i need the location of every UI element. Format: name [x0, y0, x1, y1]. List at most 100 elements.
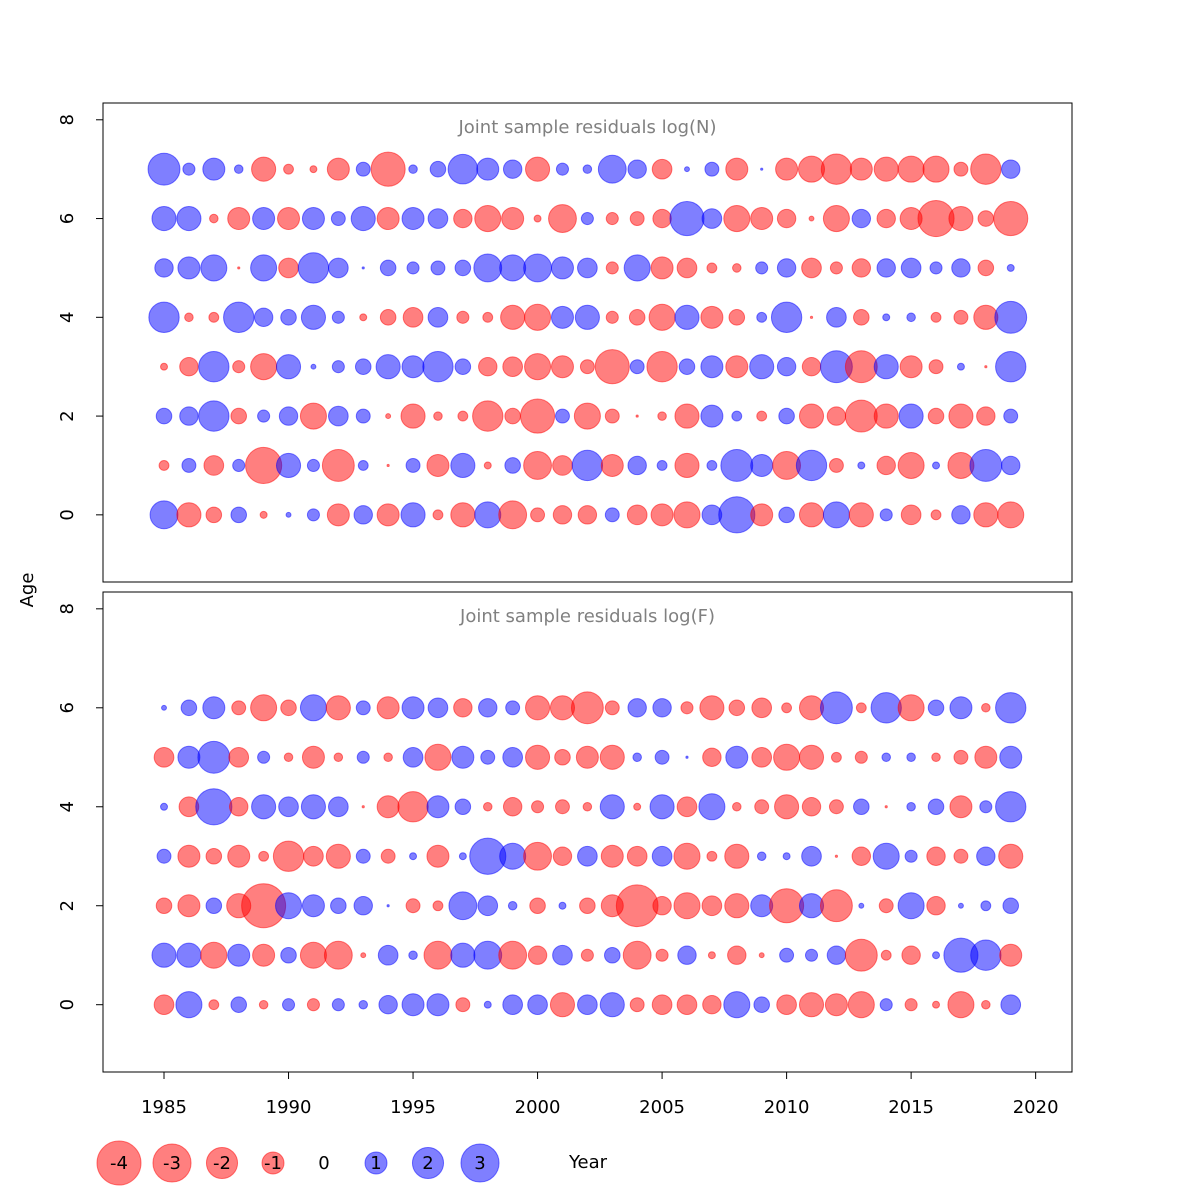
bubble [309, 165, 318, 174]
bubble [177, 256, 201, 280]
bubble [458, 852, 467, 861]
bubble [433, 411, 443, 421]
bubble [623, 254, 651, 282]
bubble [901, 945, 921, 965]
bubble [804, 948, 819, 962]
bubble [523, 841, 552, 871]
x-tick-label: 1995 [390, 1097, 436, 1118]
bubble [819, 889, 853, 923]
bubble [870, 692, 902, 724]
bubble [285, 511, 292, 518]
bubble [355, 700, 371, 716]
bubble [328, 796, 349, 818]
bubble [160, 362, 168, 371]
bubble [400, 502, 426, 528]
bubble [504, 457, 521, 474]
bubble [330, 211, 346, 227]
bubble [769, 888, 805, 924]
bubble [501, 207, 525, 231]
bubble [700, 305, 724, 329]
bubble [854, 750, 868, 764]
bubble [232, 360, 246, 374]
bubble [724, 843, 750, 869]
bubble [822, 205, 850, 233]
bubble [552, 455, 573, 476]
bubble [927, 407, 945, 425]
bubble [604, 408, 620, 424]
bubble [605, 261, 619, 275]
bubble [626, 845, 648, 867]
bubble [798, 695, 825, 721]
bubble [478, 356, 498, 377]
bubble [778, 506, 795, 524]
bubble [798, 893, 825, 919]
bubble [457, 410, 469, 422]
bubble [879, 508, 893, 522]
x-tick-label: 2015 [888, 1097, 934, 1118]
bubble [727, 945, 747, 965]
bubble [756, 311, 768, 323]
bubble [379, 259, 397, 277]
bubble [355, 408, 371, 424]
bubble [673, 501, 701, 529]
bubble [953, 161, 969, 177]
bubble [237, 266, 241, 270]
bubble [900, 257, 922, 279]
bubble [648, 303, 676, 331]
bubble [949, 795, 973, 819]
bubble [333, 752, 344, 763]
bubble [577, 257, 598, 279]
bubble [956, 362, 965, 371]
bubble [426, 844, 450, 868]
bubble [872, 842, 900, 870]
bubble [932, 951, 941, 960]
bubble [299, 941, 327, 969]
bubble [272, 840, 305, 872]
bubble [848, 502, 874, 528]
bubble [760, 167, 764, 171]
bubble [447, 153, 479, 185]
bubble [555, 408, 570, 424]
bubble [657, 411, 667, 421]
bubble [253, 307, 274, 328]
bubble [379, 309, 397, 326]
bubble [953, 749, 969, 765]
bubble [928, 359, 944, 375]
bubble [401, 696, 425, 720]
bubble [502, 994, 524, 1016]
bubble [574, 304, 600, 330]
bubble [360, 952, 367, 959]
bubble [179, 356, 199, 377]
bubble [931, 752, 941, 763]
bubble [149, 500, 179, 530]
bubble [579, 897, 596, 915]
bubble [427, 306, 449, 328]
bubble [179, 406, 199, 426]
bubble [306, 458, 320, 472]
bubble [676, 994, 698, 1016]
bubble [970, 939, 1002, 971]
bubble [676, 796, 698, 818]
bubble [654, 749, 670, 765]
bubble [995, 791, 1027, 823]
bubble [356, 750, 370, 764]
bubble [328, 405, 349, 427]
bubble [549, 992, 576, 1018]
bubble [326, 503, 350, 527]
bubble [453, 698, 473, 718]
bubble [673, 892, 701, 920]
bubble [252, 207, 276, 231]
bubble [750, 453, 774, 477]
bubble [779, 947, 795, 963]
bubble [230, 996, 248, 1013]
bubble [684, 166, 690, 173]
bubble [208, 311, 220, 323]
bubble [227, 844, 251, 868]
bubble [575, 745, 599, 769]
bubble [798, 403, 825, 429]
bubble [879, 998, 893, 1012]
bubble [774, 794, 800, 820]
x-tick-label: 1990 [266, 1097, 312, 1118]
bubble [550, 355, 574, 379]
bubble [873, 156, 899, 182]
